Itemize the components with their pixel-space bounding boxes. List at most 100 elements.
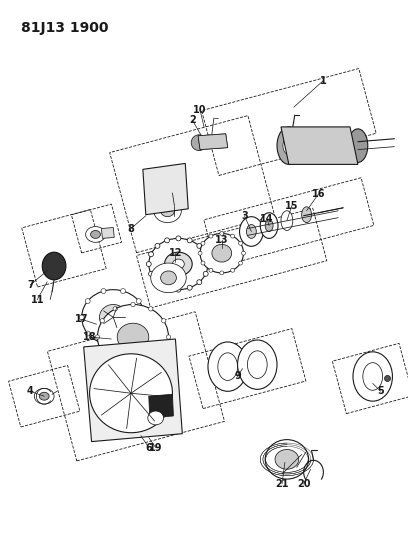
- Circle shape: [209, 234, 213, 238]
- Ellipse shape: [35, 389, 54, 404]
- Circle shape: [136, 331, 141, 336]
- Circle shape: [162, 319, 166, 323]
- Ellipse shape: [85, 227, 105, 243]
- Polygon shape: [149, 394, 173, 418]
- Ellipse shape: [238, 340, 277, 389]
- Circle shape: [201, 261, 205, 265]
- Ellipse shape: [275, 449, 299, 469]
- Text: 2: 2: [189, 115, 196, 125]
- Text: 4: 4: [27, 386, 34, 397]
- Ellipse shape: [97, 304, 169, 369]
- Ellipse shape: [164, 252, 192, 276]
- Ellipse shape: [260, 213, 278, 238]
- Polygon shape: [163, 171, 179, 181]
- Circle shape: [142, 315, 147, 320]
- Text: 81J13 1900: 81J13 1900: [21, 21, 108, 35]
- Circle shape: [231, 234, 235, 238]
- Ellipse shape: [208, 342, 247, 391]
- Circle shape: [231, 268, 235, 272]
- Circle shape: [201, 241, 205, 245]
- Polygon shape: [102, 228, 114, 238]
- Polygon shape: [198, 134, 228, 150]
- Ellipse shape: [302, 207, 312, 223]
- Ellipse shape: [99, 304, 127, 330]
- Ellipse shape: [154, 199, 181, 223]
- Circle shape: [131, 302, 135, 306]
- Ellipse shape: [149, 238, 208, 289]
- Ellipse shape: [283, 137, 295, 155]
- Ellipse shape: [277, 127, 301, 164]
- Polygon shape: [281, 127, 358, 164]
- Ellipse shape: [281, 211, 293, 230]
- Circle shape: [239, 241, 242, 245]
- Text: 9: 9: [234, 372, 241, 382]
- Text: 15: 15: [285, 201, 298, 211]
- Text: 6: 6: [145, 442, 152, 453]
- Circle shape: [203, 252, 208, 257]
- Circle shape: [120, 341, 125, 346]
- Circle shape: [385, 376, 390, 382]
- Ellipse shape: [42, 252, 66, 280]
- Circle shape: [100, 351, 104, 356]
- Circle shape: [176, 236, 181, 241]
- Circle shape: [203, 271, 208, 276]
- Ellipse shape: [212, 244, 232, 262]
- Circle shape: [187, 285, 192, 290]
- Circle shape: [206, 262, 210, 266]
- Ellipse shape: [191, 135, 207, 151]
- Text: 13: 13: [215, 236, 229, 245]
- Circle shape: [220, 231, 224, 236]
- Text: 19: 19: [149, 442, 162, 453]
- Circle shape: [136, 298, 141, 303]
- Text: 20: 20: [297, 479, 310, 489]
- Ellipse shape: [265, 220, 273, 231]
- Text: 12: 12: [169, 248, 182, 258]
- Circle shape: [239, 261, 242, 265]
- Circle shape: [146, 262, 151, 266]
- Circle shape: [85, 331, 90, 336]
- Ellipse shape: [90, 354, 173, 433]
- Ellipse shape: [353, 352, 393, 401]
- Ellipse shape: [200, 233, 243, 273]
- Text: 17: 17: [75, 314, 88, 324]
- Circle shape: [162, 351, 166, 356]
- Ellipse shape: [90, 230, 100, 238]
- Ellipse shape: [148, 411, 164, 425]
- Ellipse shape: [265, 440, 309, 479]
- Text: 16: 16: [312, 189, 325, 199]
- Ellipse shape: [82, 289, 145, 345]
- Ellipse shape: [247, 351, 267, 378]
- Text: 14: 14: [261, 214, 274, 224]
- Polygon shape: [143, 164, 188, 215]
- Ellipse shape: [117, 323, 149, 351]
- Circle shape: [131, 367, 135, 372]
- Circle shape: [149, 306, 153, 311]
- Circle shape: [220, 271, 224, 275]
- Circle shape: [120, 288, 125, 294]
- Ellipse shape: [39, 392, 49, 400]
- Ellipse shape: [161, 205, 174, 217]
- Circle shape: [148, 271, 153, 276]
- Circle shape: [100, 319, 104, 323]
- Circle shape: [113, 306, 118, 311]
- Circle shape: [148, 252, 153, 257]
- Ellipse shape: [161, 271, 176, 285]
- Circle shape: [176, 287, 181, 292]
- Circle shape: [197, 244, 202, 248]
- Ellipse shape: [363, 362, 383, 390]
- Text: 3: 3: [241, 211, 248, 221]
- Text: 8: 8: [127, 223, 134, 233]
- Circle shape: [187, 238, 192, 243]
- Text: 11: 11: [30, 295, 44, 304]
- Ellipse shape: [348, 129, 368, 163]
- Circle shape: [113, 363, 118, 367]
- Circle shape: [149, 363, 153, 367]
- Circle shape: [85, 298, 90, 303]
- Ellipse shape: [240, 217, 263, 246]
- Polygon shape: [84, 339, 182, 442]
- Circle shape: [79, 315, 84, 320]
- Text: 5: 5: [377, 386, 384, 397]
- Ellipse shape: [151, 263, 186, 293]
- Circle shape: [198, 251, 202, 255]
- Circle shape: [155, 244, 160, 248]
